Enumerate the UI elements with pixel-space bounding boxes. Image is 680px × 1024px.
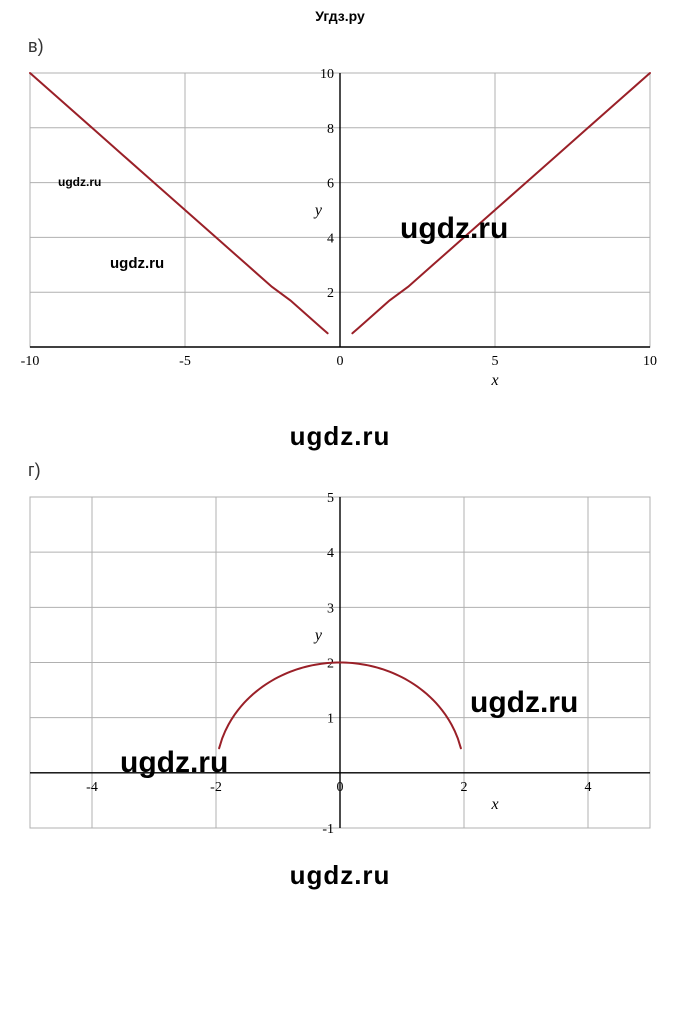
page-header: Угдз.ру [0, 0, 680, 32]
svg-text:5: 5 [492, 354, 499, 369]
svg-text:2: 2 [461, 780, 468, 795]
svg-text:-1: -1 [322, 822, 334, 836]
svg-text:4: 4 [585, 780, 592, 795]
svg-text:y: y [313, 202, 323, 219]
svg-text:-2: -2 [210, 780, 222, 795]
chart-2: -4-2024-112345xy [20, 491, 660, 836]
svg-text:-10: -10 [21, 354, 40, 369]
watermark-center-2: ugdz.ru [0, 856, 680, 895]
section-label-1: в) [0, 32, 680, 61]
section-label-2: г) [0, 456, 680, 485]
svg-text:4: 4 [327, 546, 334, 561]
svg-text:2: 2 [327, 286, 334, 301]
svg-text:4: 4 [327, 231, 334, 246]
svg-text:0: 0 [337, 354, 344, 369]
svg-text:-4: -4 [86, 780, 98, 795]
chart-1: -10 -5 0 5 10 2 4 6 8 10 x y [20, 67, 660, 397]
svg-text:6: 6 [327, 177, 334, 192]
svg-text:0: 0 [337, 780, 344, 795]
chart-2-container: -4-2024-112345xy ugdz.ruugdz.ru [20, 491, 660, 836]
svg-text:10: 10 [320, 67, 334, 82]
svg-text:x: x [490, 372, 498, 389]
svg-text:y: y [313, 627, 323, 644]
svg-text:x: x [490, 796, 498, 813]
svg-text:3: 3 [327, 601, 334, 616]
chart-1-container: -10-50510246810xy ugdz.ruugdz.ruugdz.ru [20, 67, 660, 397]
svg-text:8: 8 [327, 122, 334, 137]
svg-text:-5: -5 [179, 354, 191, 369]
svg-text:1: 1 [327, 712, 334, 727]
svg-text:5: 5 [327, 491, 334, 506]
watermark-center-1: ugdz.ru [0, 417, 680, 456]
svg-text:10: 10 [643, 354, 657, 369]
